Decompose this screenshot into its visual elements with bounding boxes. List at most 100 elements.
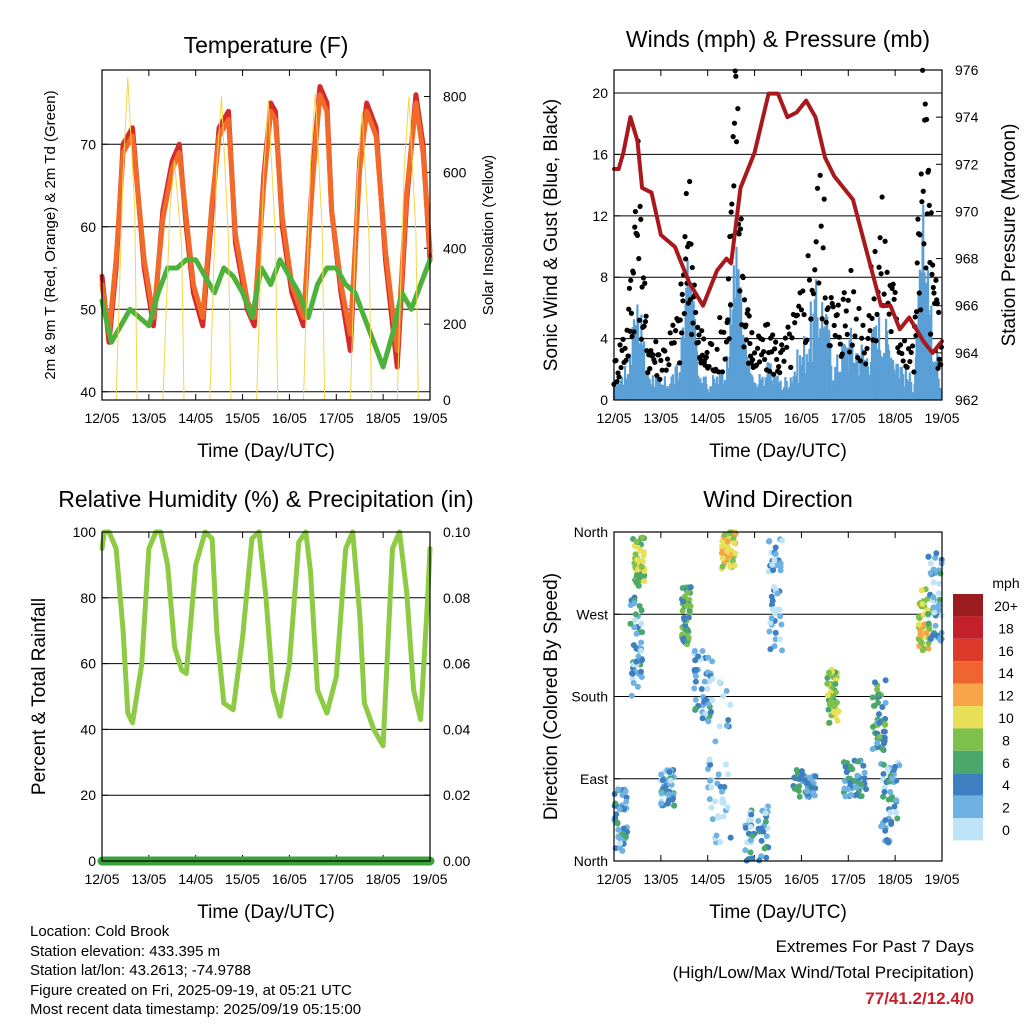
gust-point: [637, 203, 643, 209]
x-tick-label: 12/05: [596, 871, 631, 887]
gust-point: [930, 262, 936, 268]
direction-point: [772, 544, 779, 551]
direction-point: [665, 797, 672, 804]
direction-point: [687, 584, 694, 591]
gust-point: [653, 339, 659, 345]
direction-point: [919, 600, 926, 607]
gust-point: [844, 331, 850, 337]
direction-point: [772, 636, 779, 643]
gust-point: [905, 346, 912, 352]
y2-tick-label: 972: [955, 156, 979, 172]
gust-point: [731, 183, 737, 189]
gust-point: [912, 314, 918, 320]
gust-point: [642, 318, 649, 325]
direction-point: [936, 596, 943, 603]
direction-point: [769, 597, 776, 604]
direction-point: [639, 534, 646, 541]
gust-point: [770, 332, 776, 338]
direction-point: [634, 683, 641, 690]
gust-point: [613, 357, 619, 364]
direction-point: [692, 678, 699, 685]
y2-tick-label: 400: [443, 240, 467, 256]
direction-point: [796, 793, 803, 800]
gust-point: [848, 267, 854, 274]
gust-point: [842, 323, 848, 329]
direction-point: [887, 788, 894, 795]
extremes-heading: Extremes For Past 7 Days: [775, 937, 974, 956]
colorbar-label: 2: [1002, 800, 1010, 816]
gust-point: [630, 270, 637, 276]
direction-point: [724, 538, 731, 545]
direction-point: [925, 645, 932, 652]
gust-point: [728, 209, 734, 215]
direction-point: [771, 643, 778, 650]
x-tick-label: 18/05: [878, 410, 913, 426]
gust-point: [638, 336, 645, 342]
direction-point: [612, 814, 619, 821]
direction-point: [935, 607, 942, 614]
direction-point: [880, 770, 887, 777]
direction-point: [723, 761, 730, 768]
gust-point: [936, 309, 942, 316]
y2-tick-label: 0.06: [443, 656, 470, 672]
gust-point: [689, 331, 695, 338]
direction-point: [882, 721, 889, 728]
chart-title: Relative Humidity (%) & Precipitation (i…: [58, 486, 473, 512]
gust-point: [722, 356, 728, 362]
gust-point: [917, 232, 923, 238]
gust-point: [632, 208, 639, 215]
gust-point: [816, 280, 822, 286]
direction-point: [935, 590, 942, 597]
x-tick-label: 16/05: [784, 410, 819, 426]
direction-point: [874, 686, 881, 693]
series-station-pressure: [612, 91, 944, 355]
series-2m-td: [99, 257, 433, 370]
gust-point: [625, 353, 631, 359]
gust-point: [789, 335, 795, 341]
x-tick-label: 12/05: [596, 410, 631, 426]
direction-point: [916, 615, 923, 622]
gust-point: [677, 317, 683, 323]
colorbar-swatch: [953, 750, 983, 774]
gust-point: [918, 171, 924, 177]
speed-colorbar: mph 20+ 18 16 14 12 10 8 6 4 2 0: [953, 575, 1020, 841]
plot-frame: [613, 531, 943, 862]
gust-point: [644, 348, 650, 354]
direction-point: [871, 702, 878, 709]
gust-point: [642, 280, 648, 286]
colorbar-swatch: [953, 661, 983, 684]
y-tick-label: 50: [80, 301, 96, 317]
gust-point: [620, 336, 626, 342]
x-tick-label: 16/05: [784, 871, 819, 887]
gust-point: [627, 328, 633, 334]
gust-point: [680, 298, 686, 304]
gust-point: [851, 289, 857, 295]
gust-point: [788, 364, 794, 370]
gust-point: [856, 305, 862, 312]
gust-point: [891, 296, 897, 302]
y2-tick-label: 0.00: [443, 853, 470, 869]
direction-point: [633, 572, 640, 579]
gust-point: [782, 335, 788, 341]
gust-point: [745, 307, 751, 313]
gust-point: [808, 316, 814, 322]
gust-point: [857, 358, 863, 364]
plot-frame: [101, 69, 431, 401]
gust-point: [743, 337, 750, 343]
gust-point: [901, 338, 908, 344]
x-tick-label: 13/05: [643, 410, 678, 426]
direction-point: [825, 706, 832, 713]
direction-point: [687, 603, 694, 610]
chart-title: Wind Direction: [703, 486, 853, 512]
x-tick-label: 14/05: [178, 871, 213, 887]
direction-point: [611, 790, 618, 797]
x-tick-label: 14/05: [178, 410, 213, 426]
direction-point: [779, 647, 786, 654]
direction-point: [774, 590, 781, 597]
gust-point: [671, 340, 677, 346]
chart-title: Winds (mph) & Pressure (mb): [626, 26, 930, 52]
direction-point: [658, 771, 665, 778]
gust-point: [628, 310, 635, 316]
x-tick-label: 19/05: [412, 871, 447, 887]
gust-point: [628, 277, 634, 283]
